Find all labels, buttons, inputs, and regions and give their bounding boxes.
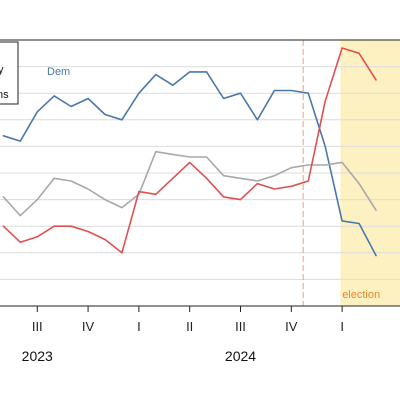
- legend: y ns: [0, 41, 19, 105]
- series-line-dem: [2, 71, 377, 257]
- x-tick-label: IV: [285, 319, 298, 334]
- x-year-label: 2023: [22, 348, 53, 364]
- series-line-3: [2, 47, 377, 254]
- series-label: Dem: [47, 66, 70, 78]
- x-year-label: 2024: [225, 348, 256, 364]
- x-tick-label: III: [235, 319, 246, 334]
- plot-frame: [0, 39, 400, 307]
- x-tick-label: III: [32, 319, 43, 334]
- annotation-label: election: [342, 289, 380, 301]
- x-tick-label: IV: [82, 319, 95, 334]
- series-line-2: [2, 150, 377, 217]
- series-group: [2, 47, 377, 257]
- legend-fragment-1: y: [0, 64, 4, 76]
- series-labels: Dem election: [47, 66, 380, 301]
- x-tick-label: I: [137, 319, 141, 334]
- legend-fragment-2: ns: [0, 89, 9, 101]
- legend-box: [0, 41, 19, 105]
- x-tick-label: I: [340, 319, 344, 334]
- x-tick-label: II: [186, 319, 193, 334]
